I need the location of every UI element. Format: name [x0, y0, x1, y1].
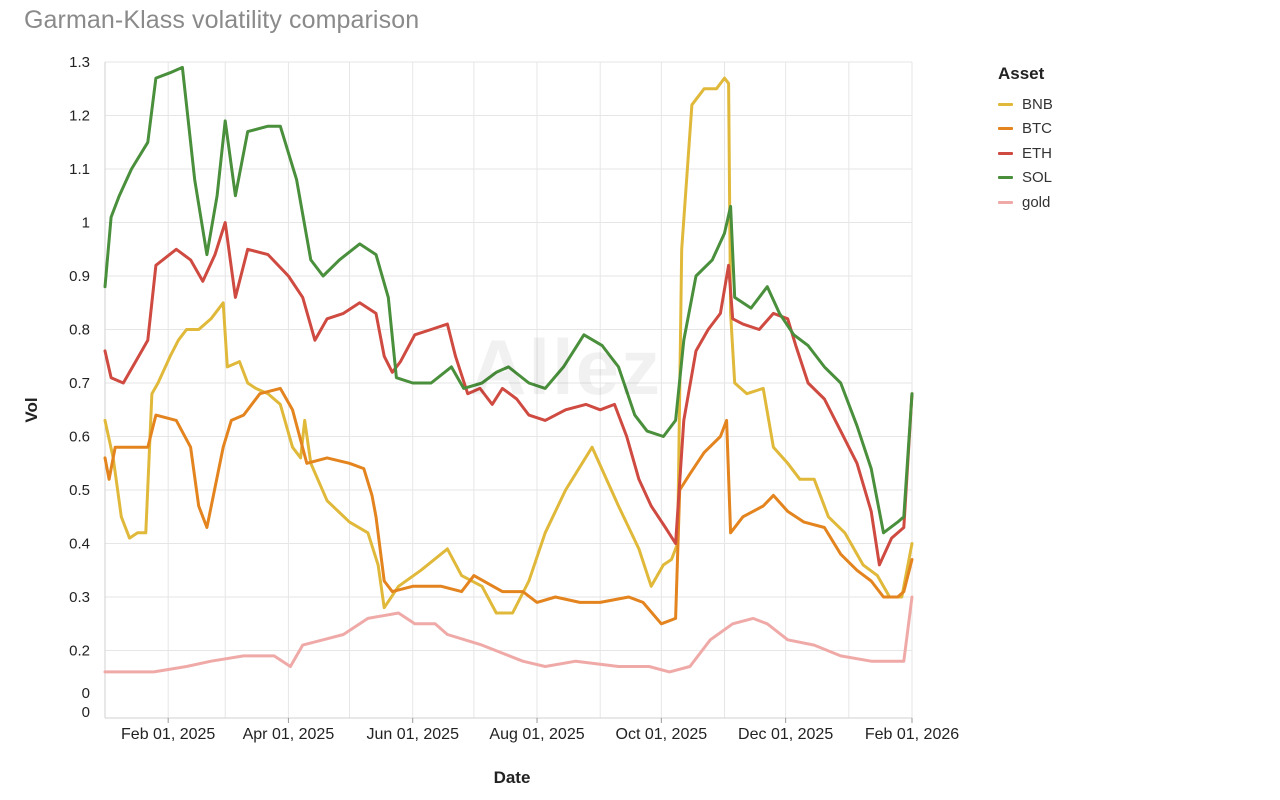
series-line-gold	[103, 595, 914, 674]
chart-title: Garman-Klass volatility comparison	[24, 6, 420, 34]
legend-label: BTC	[1022, 120, 1052, 138]
y-tick-label: 0.8	[69, 322, 90, 339]
y-tick-label: 1.3	[69, 54, 90, 71]
x-tick-label: Aug 01, 2025	[489, 726, 584, 743]
x-tick-label: Apr 01, 2025	[243, 726, 335, 743]
legend-swatch	[998, 151, 1013, 155]
y-tick-label: 1	[82, 215, 90, 232]
x-tick-label: Feb 01, 2025	[121, 726, 215, 743]
legend-label: BNB	[1022, 95, 1053, 113]
legend-item-btc[interactable]: BTC	[998, 117, 1053, 142]
y-tick-label: 0.4	[69, 536, 90, 553]
legend-swatch	[998, 176, 1013, 180]
axes-layer: 0 0 0.2 0.3 0.4 0.5 0.6 0.7 0.8 0.9 1 1.1 1.2 1.3 Feb …	[69, 54, 959, 743]
x-tick-label: Dec 01, 2025	[738, 726, 833, 743]
legend-swatch	[998, 200, 1013, 204]
x-axis-title: Date	[494, 768, 531, 787]
legend-swatch	[998, 127, 1013, 131]
series-line-btc	[103, 386, 914, 626]
y-tick-label: 0.7	[69, 375, 90, 392]
legend-items: BNB BTC ETH SOL gold	[998, 92, 1053, 215]
legend-item-bnb[interactable]: BNB	[998, 92, 1053, 117]
y-tick-label: 0.5	[69, 482, 90, 499]
y-tick-label: 1.1	[69, 161, 90, 178]
series-line-sol	[103, 65, 914, 535]
y-tick-label: 0.9	[69, 268, 90, 285]
y-tick-label: 0	[82, 704, 90, 721]
legend: Asset BNB BTC ETH SOL gold	[998, 64, 1053, 215]
x-tick-label: Oct 01, 2025	[616, 726, 708, 743]
series-line-bnb	[103, 76, 914, 615]
series-layer	[103, 65, 914, 674]
legend-label: gold	[1022, 193, 1051, 211]
y-tick-label: 0	[82, 685, 90, 702]
legend-item-gold[interactable]: gold	[998, 190, 1053, 215]
x-tick-label: Jun 01, 2025	[366, 726, 459, 743]
y-tick-label: 0.2	[69, 643, 90, 660]
y-tick-label: 1.2	[69, 108, 90, 125]
watermark-text: Allez	[470, 323, 663, 411]
legend-label: ETH	[1022, 144, 1052, 162]
y-tick-label: 0.3	[69, 589, 90, 606]
legend-label: SOL	[1022, 169, 1053, 187]
x-tick-label: Feb 01, 2026	[865, 726, 959, 743]
legend-swatch	[998, 102, 1013, 106]
y-axis-title: Vol	[22, 397, 41, 422]
legend-title: Asset	[998, 64, 1045, 83]
legend-item-eth[interactable]: ETH	[998, 141, 1053, 166]
grid-layer	[104, 61, 913, 718]
legend-item-sol[interactable]: SOL	[998, 166, 1053, 191]
y-tick-label: 0.6	[69, 429, 90, 446]
